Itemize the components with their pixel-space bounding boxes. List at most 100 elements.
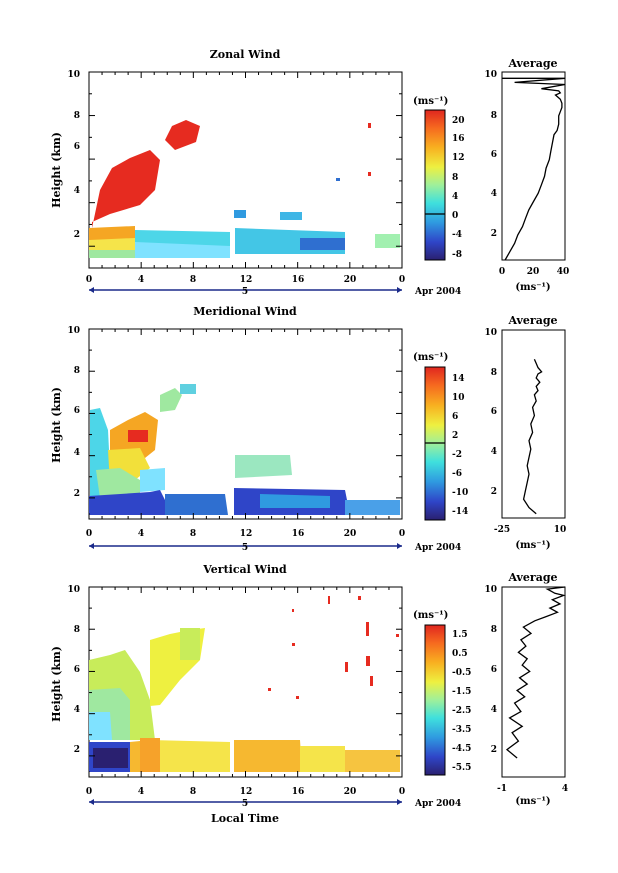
y-tick-label: 2 [74, 230, 80, 240]
colorbar-tick: -14 [452, 507, 468, 517]
y-tick-label: 8 [491, 368, 497, 378]
profile-y-ticks: 2 4 6 8 10 [484, 70, 497, 239]
profile-xlabel: (ms⁻¹) [515, 282, 550, 293]
heatmap-field [89, 120, 400, 258]
panel-title: Meridional Wind [193, 305, 297, 318]
colorbar-tick: -5.5 [452, 763, 471, 773]
y-tick-label: 6 [74, 665, 80, 675]
colorbar-tick: -4 [452, 230, 462, 240]
y-tick-label: 10 [484, 328, 497, 338]
panel-title: Zonal Wind [210, 48, 281, 61]
colorbar-ticks: 14 10 6 2 -2 -6 -10 -14 [452, 374, 468, 517]
y-axis-label: Height (km) [50, 387, 63, 463]
x-axis-label: Local Time [211, 812, 279, 825]
day-label: 5 [242, 543, 248, 553]
x-tick-label: 40 [557, 267, 570, 277]
average-profile: Average 2 4 6 8 10 0 20 40 (ms⁻¹) [484, 57, 569, 293]
colorbar-tick: 12 [452, 153, 465, 163]
x-tick-label: 16 [292, 529, 305, 539]
y-tick-label: 4 [74, 186, 80, 196]
y-tick-label: 8 [491, 625, 497, 635]
colorbar-tick: -10 [452, 488, 468, 498]
y-tick-label: 8 [491, 111, 497, 121]
x-tick-label: 10 [554, 525, 567, 535]
panel-title: Vertical Wind [202, 563, 287, 576]
y-tick-label: 4 [491, 447, 497, 457]
x-tick-label: 0 [499, 267, 505, 277]
x-tick-label: 0 [399, 787, 405, 797]
y-tick-label: 4 [491, 189, 497, 199]
profile-line [522, 358, 543, 515]
x-tick-label: 12 [240, 787, 253, 797]
x-tick-label: -1 [497, 784, 507, 794]
colorbar-unit: (ms⁻¹) [413, 96, 448, 107]
x-ticks: 0 4 8 12 16 20 0 [86, 275, 405, 285]
y-tick-label: 10 [67, 70, 80, 80]
y-ticks: 2 4 6 8 10 [67, 585, 80, 755]
x-ticks: 0 4 8 12 16 20 0 [86, 787, 405, 797]
colorbar-ticks: 20 16 12 8 4 0 -4 -8 [452, 116, 465, 260]
profile-y-ticks: 2 4 6 8 10 [484, 328, 497, 497]
profile-y-ticks: 2 4 6 8 10 [484, 585, 497, 755]
panel-vertical-wind: Vertical Wind [50, 563, 568, 825]
y-tick-label: 6 [491, 407, 497, 417]
colorbar-tick: 4 [452, 192, 458, 202]
x-tick-label: 20 [527, 267, 540, 277]
x-tick-label: 8 [190, 275, 196, 285]
y-tick-label: 2 [74, 489, 80, 499]
colorbar-tick: -1.5 [452, 687, 471, 697]
y-tick-label: 6 [74, 142, 80, 152]
profile-title: Average [507, 314, 557, 327]
x-tick-label: 0 [399, 529, 405, 539]
y-tick-label: 8 [74, 111, 80, 121]
y-tick-label: 8 [74, 625, 80, 635]
month-label: Apr 2004 [414, 287, 461, 297]
x-tick-label: 0 [399, 275, 405, 285]
colorbar-tick: 2 [452, 431, 458, 441]
y-tick-label: 10 [484, 585, 497, 595]
x-tick-label: 0 [86, 529, 92, 539]
date-axis: 5 Apr 2004 [89, 799, 461, 809]
profile-line [502, 77, 566, 261]
y-axis-label: Height (km) [50, 646, 63, 722]
profile-xlabel: (ms⁻¹) [515, 540, 550, 551]
month-label: Apr 2004 [414, 543, 461, 553]
month-label: Apr 2004 [414, 799, 461, 809]
colorbar-tick: -8 [452, 250, 462, 260]
average-profile: Average 2 4 6 8 10 -1 4 (ms⁻¹) [484, 571, 568, 807]
colorbar-tick: -3.5 [452, 725, 471, 735]
colorbar-tick: 20 [452, 116, 465, 126]
x-tick-label: 20 [344, 787, 357, 797]
colorbar-tick: -4.5 [452, 744, 471, 754]
y-tick-label: 8 [74, 366, 80, 376]
colorbar-tick: 8 [452, 173, 458, 183]
x-tick-label: -25 [494, 525, 510, 535]
y-tick-label: 6 [74, 406, 80, 416]
y-tick-label: 6 [491, 665, 497, 675]
colorbar-tick: -2.5 [452, 706, 471, 716]
date-axis: 5 Apr 2004 [89, 543, 461, 553]
y-tick-label: 6 [491, 150, 497, 160]
colorbar-tick: 0 [452, 211, 458, 221]
y-ticks: 2 4 6 8 10 [67, 70, 80, 240]
colorbar-unit: (ms⁻¹) [413, 352, 448, 363]
colorbar-unit: (ms⁻¹) [413, 610, 448, 621]
date-axis: 5 Apr 2004 [89, 287, 461, 297]
colorbar: (ms⁻¹) 14 10 6 2 -2 -6 -10 -14 [413, 352, 468, 521]
panel-meridional-wind: Meridional Wind Height (km) 2 4 6 8 10 [50, 305, 566, 553]
x-tick-label: 20 [344, 275, 357, 285]
profile-x-ticks: -1 4 [497, 784, 568, 794]
profile-title: Average [507, 571, 557, 584]
colorbar-ticks: 1.5 0.5 -0.5 -1.5 -2.5 -3.5 -4.5 -5.5 [452, 630, 471, 773]
x-tick-label: 4 [138, 529, 144, 539]
day-label: 5 [242, 287, 248, 297]
y-tick-label: 10 [67, 585, 80, 595]
colorbar-tick: 0.5 [452, 649, 468, 659]
profile-x-ticks: -25 10 [494, 525, 566, 535]
y-tick-label: 10 [484, 70, 497, 80]
x-tick-label: 12 [240, 529, 253, 539]
colorbar-tick: -2 [452, 450, 462, 460]
panel-zonal-wind: Zonal Wind Height (km) 2 4 6 8 10 [50, 48, 569, 297]
x-tick-label: 4 [138, 787, 144, 797]
y-tick-label: 4 [74, 448, 80, 458]
